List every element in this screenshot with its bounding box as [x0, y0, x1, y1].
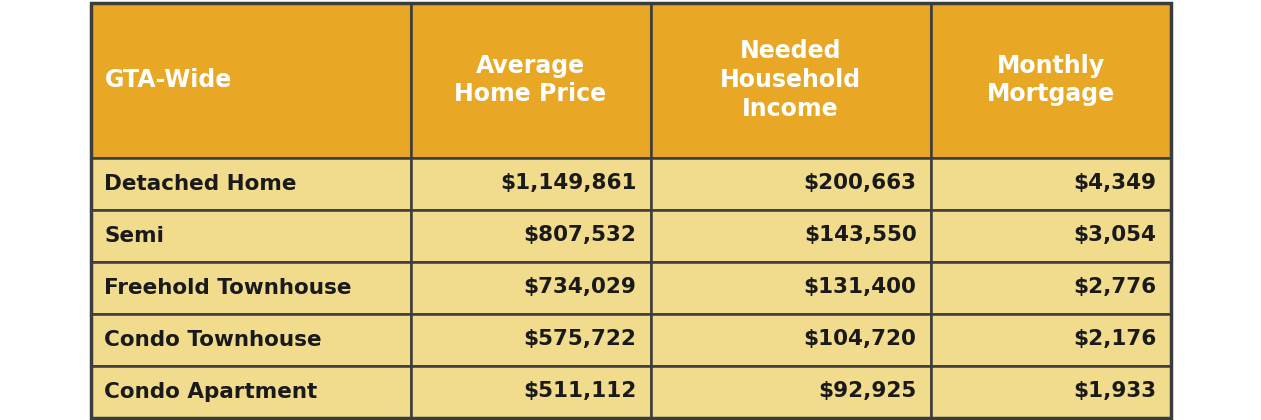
Text: $4,349: $4,349: [1073, 173, 1156, 194]
Bar: [411, 313, 651, 365]
Text: Condo Townhouse: Condo Townhouse: [105, 330, 322, 349]
Bar: [91, 365, 411, 417]
Text: $1,933: $1,933: [1073, 381, 1156, 402]
Bar: [411, 262, 651, 313]
Bar: [651, 3, 931, 158]
Text: Semi: Semi: [105, 226, 164, 246]
Bar: [931, 262, 1170, 313]
Text: $2,776: $2,776: [1073, 278, 1156, 297]
Text: $143,550: $143,550: [803, 226, 917, 246]
Text: $92,925: $92,925: [818, 381, 917, 402]
Text: Monthly
Mortgage: Monthly Mortgage: [986, 54, 1115, 106]
Text: Freehold Townhouse: Freehold Townhouse: [105, 278, 352, 297]
Bar: [411, 158, 651, 210]
Text: Detached Home: Detached Home: [105, 173, 298, 194]
Bar: [651, 158, 931, 210]
Bar: [91, 158, 411, 210]
Text: $807,532: $807,532: [523, 226, 637, 246]
Bar: [91, 210, 411, 262]
Bar: [651, 210, 931, 262]
Text: $104,720: $104,720: [803, 330, 917, 349]
Bar: [91, 3, 1170, 417]
Text: $131,400: $131,400: [803, 278, 917, 297]
Bar: [651, 313, 931, 365]
Bar: [931, 158, 1170, 210]
Bar: [411, 3, 651, 158]
Bar: [651, 262, 931, 313]
Bar: [931, 210, 1170, 262]
Text: Average
Home Price: Average Home Price: [454, 54, 607, 106]
Bar: [411, 210, 651, 262]
Bar: [91, 3, 411, 158]
Text: $734,029: $734,029: [523, 278, 637, 297]
Text: $3,054: $3,054: [1073, 226, 1156, 246]
Bar: [931, 365, 1170, 417]
Bar: [91, 262, 411, 313]
Text: Condo Apartment: Condo Apartment: [105, 381, 318, 402]
Text: $1,149,861: $1,149,861: [501, 173, 637, 194]
Bar: [91, 313, 411, 365]
Bar: [931, 3, 1170, 158]
Bar: [411, 365, 651, 417]
Text: $575,722: $575,722: [523, 330, 637, 349]
Text: GTA-Wide: GTA-Wide: [105, 68, 232, 92]
Text: Needed
Household
Income: Needed Household Income: [720, 39, 861, 121]
Bar: [931, 313, 1170, 365]
Text: $2,176: $2,176: [1073, 330, 1156, 349]
Text: $511,112: $511,112: [523, 381, 637, 402]
Text: $200,663: $200,663: [803, 173, 917, 194]
Bar: [651, 365, 931, 417]
